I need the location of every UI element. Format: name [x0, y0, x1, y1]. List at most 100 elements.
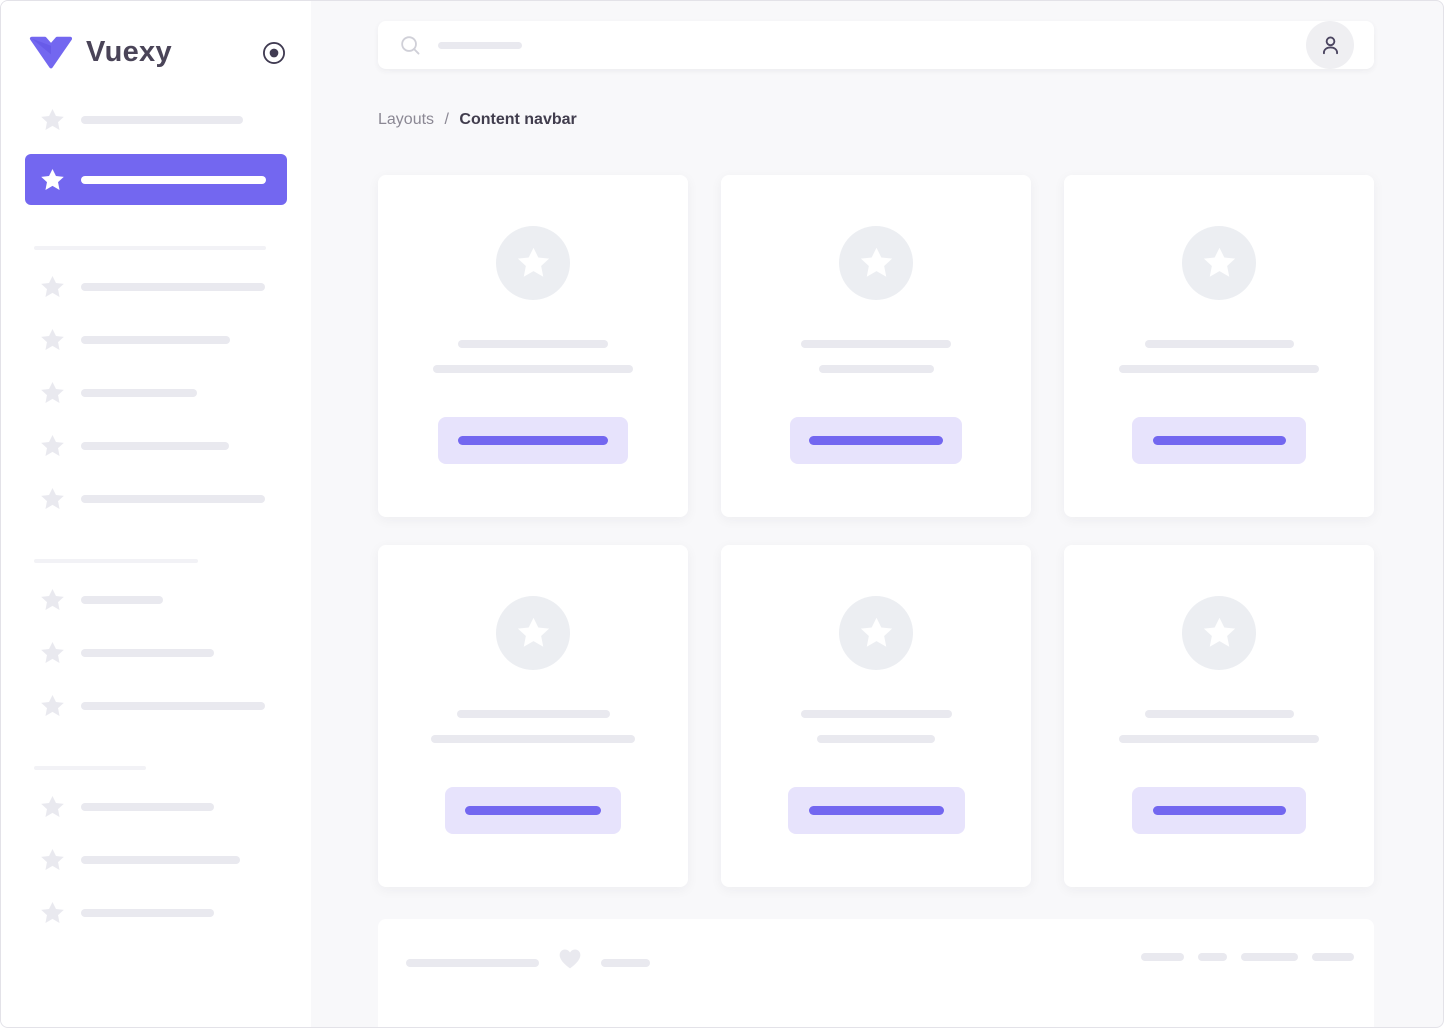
skeleton-bar [81, 336, 230, 344]
skeleton-bar [1119, 365, 1319, 373]
sidebar-item-skeleton[interactable] [25, 374, 287, 412]
star-icon [517, 617, 549, 647]
placeholder-card [378, 545, 688, 887]
skeleton-bar [458, 340, 608, 348]
record-circle-icon[interactable] [261, 40, 287, 66]
sidebar-item-skeleton[interactable] [25, 427, 287, 465]
star-icon [41, 381, 64, 403]
skeleton-bar [601, 958, 650, 967]
placeholder-card [1064, 545, 1374, 887]
sidebar-header: Vuexy [1, 1, 311, 70]
footer-left [406, 949, 650, 972]
sidebar-item-skeleton[interactable] [25, 687, 287, 725]
skeleton-bar [1198, 953, 1227, 961]
placeholder-card [378, 175, 688, 517]
card-button-skeleton[interactable] [787, 787, 965, 834]
star-icon [41, 275, 64, 297]
search-placeholder-skeleton [438, 41, 522, 49]
card-button-skeleton[interactable] [1132, 417, 1306, 464]
sidebar-item-skeleton[interactable] [25, 581, 287, 619]
breadcrumb-separator: / [444, 111, 449, 128]
card-grid [378, 175, 1374, 887]
skeleton-bar [801, 340, 951, 348]
card-button-skeleton[interactable] [438, 417, 628, 464]
card-avatar [496, 226, 570, 300]
button-label-skeleton [458, 436, 608, 445]
placeholder-card [721, 545, 1031, 887]
skeleton-bar [81, 116, 243, 124]
star-icon [41, 694, 64, 716]
button-label-skeleton [465, 806, 601, 815]
brand-logo[interactable]: Vuexy [29, 35, 172, 70]
star-icon [41, 434, 64, 456]
star-icon [41, 795, 64, 817]
skeleton-bar [81, 495, 265, 503]
search-icon [401, 35, 420, 54]
breadcrumb-current: Content navbar [459, 111, 577, 128]
sidebar-item-skeleton[interactable] [25, 788, 287, 826]
star-icon [41, 588, 64, 610]
skeleton-bar [818, 365, 934, 373]
sidebar-item-skeleton[interactable] [25, 894, 287, 932]
star-icon [1203, 617, 1235, 647]
sidebar-section [25, 559, 287, 725]
skeleton-bar [1144, 340, 1294, 348]
skeleton-bar [1312, 953, 1354, 961]
skeleton-bar [81, 442, 229, 450]
star-icon [41, 108, 64, 130]
skeleton-bar [81, 175, 266, 184]
button-label-skeleton [1152, 436, 1286, 445]
skeleton-bar [81, 283, 265, 291]
button-label-skeleton [1152, 806, 1286, 815]
skeleton-bar [1144, 710, 1294, 718]
section-heading-skeleton [34, 559, 198, 563]
skeleton-bar [817, 735, 935, 743]
skeleton-bar [1119, 735, 1319, 743]
star-icon [860, 617, 892, 647]
sidebar-section [25, 766, 287, 932]
sidebar-sections [25, 246, 287, 932]
footer [378, 919, 1374, 1027]
card-avatar [1182, 226, 1256, 300]
card-button-skeleton[interactable] [445, 787, 621, 834]
skeleton-bar [81, 803, 214, 811]
footer-right [1141, 953, 1354, 961]
sidebar: Vuexy [1, 1, 311, 1027]
vuexy-v-icon [29, 36, 73, 69]
card-avatar [1182, 596, 1256, 670]
sidebar-item-skeleton[interactable] [25, 268, 287, 306]
section-items [25, 268, 287, 518]
card-button-skeleton[interactable] [790, 417, 962, 464]
section-items [25, 581, 287, 725]
star-icon [860, 247, 892, 277]
placeholder-card [721, 175, 1031, 517]
sidebar-item-skeleton[interactable] [25, 101, 287, 139]
sidebar-item-skeleton[interactable] [25, 841, 287, 879]
sidebar-item-skeleton[interactable] [25, 321, 287, 359]
skeleton-bar [1241, 953, 1298, 961]
star-icon [41, 487, 64, 509]
star-icon [41, 168, 64, 190]
section-items [25, 788, 287, 932]
breadcrumb-parent[interactable]: Layouts [378, 111, 435, 128]
star-icon [1203, 247, 1235, 277]
sidebar-nav [1, 101, 311, 932]
star-icon [41, 901, 64, 923]
button-label-skeleton [809, 436, 943, 445]
card-avatar [839, 226, 913, 300]
sidebar-item-skeleton[interactable] [25, 634, 287, 672]
navbar-search[interactable] [399, 34, 522, 57]
star-icon [41, 641, 64, 663]
user-avatar-button[interactable] [1306, 21, 1354, 69]
skeleton-bar [81, 389, 197, 397]
card-button-skeleton[interactable] [1132, 787, 1306, 834]
sidebar-item-active[interactable] [25, 154, 287, 205]
skeleton-bar [81, 702, 265, 710]
heart-icon [559, 949, 581, 969]
star-icon [517, 247, 549, 277]
placeholder-card [1064, 175, 1374, 517]
breadcrumb: Layouts / Content navbar [378, 109, 1374, 131]
person-icon [1322, 36, 1338, 54]
sidebar-item-skeleton[interactable] [25, 480, 287, 518]
